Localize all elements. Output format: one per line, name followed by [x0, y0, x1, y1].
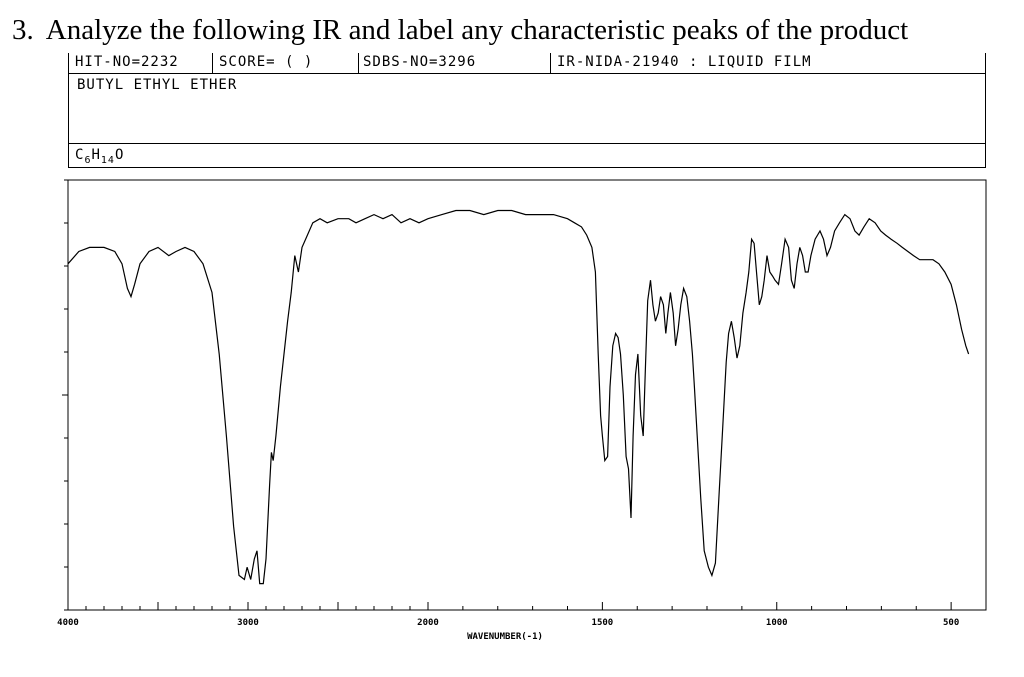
question-prompt: Analyze the following IR and label any c… [45, 14, 909, 46]
x-tick-label: 500 [943, 618, 959, 628]
x-axis-title: WAVENUMBER(-1) [467, 632, 543, 642]
x-tick-label: 1000 [766, 618, 788, 628]
x-tick-label: 1500 [592, 618, 614, 628]
x-tick-label: 3000 [237, 618, 259, 628]
y-axis-ticks [62, 179, 68, 611]
hit-number: HIT-NO=2232 [75, 54, 179, 70]
spectrum-trace [67, 209, 970, 585]
formula-row: C6H14O [69, 143, 985, 168]
header-divider [358, 53, 359, 73]
compound-name: BUTYL ETHYL ETHER [77, 77, 238, 93]
plot-frame [67, 179, 987, 611]
sdbs-number: SDBS-NO=3296 [363, 54, 477, 70]
header-divider [550, 53, 551, 73]
ir-nida-label: IR-NIDA-21940 : LIQUID FILM [557, 54, 812, 70]
score-label: SCORE= ( ) [219, 54, 314, 70]
question-text: 3. Analyze the following IR and label any… [12, 12, 908, 48]
x-tick-label: 4000 [57, 618, 79, 628]
spectrum-header-box: HIT-NO=2232 SCORE= ( ) SDBS-NO=3296 IR-N… [68, 53, 986, 168]
question-number: 3. [12, 14, 34, 46]
x-tick-label: 2000 [417, 618, 439, 628]
x-axis-tick-labels: 4000 3000 2000 1500 1000 500 [57, 618, 959, 628]
x-axis-ticks [67, 602, 987, 610]
header-info-row: HIT-NO=2232 SCORE= ( ) SDBS-NO=3296 IR-N… [69, 53, 985, 74]
molecular-formula: C6H14O [75, 147, 125, 166]
header-divider [212, 53, 213, 73]
